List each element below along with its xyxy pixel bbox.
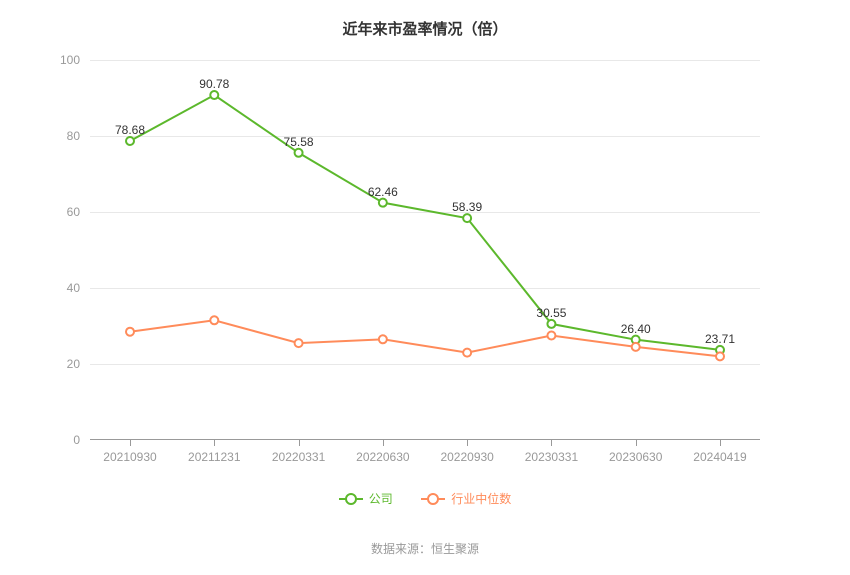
x-tick-line — [299, 440, 300, 446]
series-marker[interactable] — [716, 352, 724, 360]
x-tick-label: 20210930 — [103, 450, 156, 464]
chart-container: 近年来市盈率情况（倍） 0204060801002021093020211231… — [0, 0, 850, 575]
legend-marker-company — [339, 493, 363, 505]
x-tick-line — [214, 440, 215, 446]
y-tick-label: 0 — [73, 433, 80, 447]
legend-marker-industry — [421, 493, 445, 505]
x-tick-line — [467, 440, 468, 446]
chart-title: 近年来市盈率情况（倍） — [0, 0, 850, 39]
x-tick-label: 20230331 — [525, 450, 578, 464]
series-marker[interactable] — [126, 328, 134, 336]
y-tick-label: 40 — [67, 281, 80, 295]
x-tick-line — [636, 440, 637, 446]
source-label: 数据来源：恒生聚源 — [0, 540, 850, 557]
plot-area: 0204060801002021093020211231202203312022… — [90, 60, 760, 440]
data-label: 90.78 — [199, 77, 229, 91]
x-tick-line — [720, 440, 721, 446]
data-label: 62.46 — [368, 184, 398, 198]
data-label: 75.58 — [284, 135, 314, 149]
series-marker[interactable] — [126, 137, 134, 145]
series-marker[interactable] — [632, 343, 640, 351]
series-marker[interactable] — [210, 316, 218, 324]
data-label: 30.55 — [536, 306, 566, 320]
chart-svg — [90, 60, 760, 440]
x-tick-label: 20220331 — [272, 450, 325, 464]
series-marker[interactable] — [295, 149, 303, 157]
series-marker[interactable] — [210, 91, 218, 99]
legend-label-company: 公司 — [369, 490, 393, 507]
series-marker[interactable] — [463, 214, 471, 222]
data-label: 23.71 — [705, 332, 735, 346]
x-tick-label: 20230630 — [609, 450, 662, 464]
y-tick-label: 80 — [67, 129, 80, 143]
x-tick-line — [551, 440, 552, 446]
legend-item-industry[interactable]: 行业中位数 — [421, 490, 511, 507]
x-tick-label: 20220930 — [440, 450, 493, 464]
series-marker[interactable] — [379, 335, 387, 343]
x-tick-label: 20220630 — [356, 450, 409, 464]
series-marker[interactable] — [547, 320, 555, 328]
data-label: 78.68 — [115, 123, 145, 137]
series-marker[interactable] — [295, 339, 303, 347]
legend-label-industry: 行业中位数 — [451, 490, 511, 507]
x-tick-label: 20240419 — [693, 450, 746, 464]
y-tick-label: 60 — [67, 205, 80, 219]
series-marker[interactable] — [463, 349, 471, 357]
data-label: 26.40 — [621, 321, 651, 335]
x-tick-label: 20211231 — [188, 450, 241, 464]
y-tick-label: 20 — [67, 357, 80, 371]
x-tick-line — [383, 440, 384, 446]
series-line — [130, 95, 720, 350]
legend-item-company[interactable]: 公司 — [339, 490, 393, 507]
data-label: 58.39 — [452, 200, 482, 214]
x-tick-line — [130, 440, 131, 446]
legend: 公司 行业中位数 — [0, 490, 850, 510]
series-marker[interactable] — [379, 199, 387, 207]
series-marker[interactable] — [547, 332, 555, 340]
y-tick-label: 100 — [60, 53, 80, 67]
